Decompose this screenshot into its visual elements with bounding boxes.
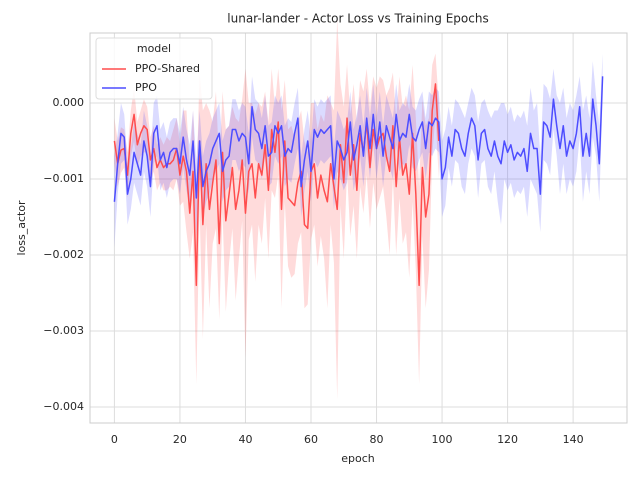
y-axis-label: loss_actor xyxy=(15,200,28,256)
x-tick-label: 80 xyxy=(370,433,384,446)
lines xyxy=(113,76,604,287)
legend-label: PPO xyxy=(135,81,157,94)
x-tick-label: 0 xyxy=(111,433,118,446)
y-tick-label: −0.003 xyxy=(43,324,84,337)
y-tick-label: −0.001 xyxy=(43,172,84,185)
x-tick-label: 20 xyxy=(173,433,187,446)
legend-label: PPO-Shared xyxy=(135,62,200,75)
x-axis-label: epoch xyxy=(341,452,375,465)
legend-box xyxy=(95,37,213,100)
grid xyxy=(90,33,627,423)
chart-title: lunar-lander - Actor Loss vs Training Ep… xyxy=(227,12,488,26)
x-tick-label: 120 xyxy=(497,433,518,446)
x-tick-label: 60 xyxy=(304,433,318,446)
y-tick-label: −0.004 xyxy=(43,400,84,413)
y-tick-label: 0.000 xyxy=(53,96,85,109)
x-tick-label: 100 xyxy=(432,433,453,446)
plot-frame xyxy=(89,32,628,424)
x-tick-label: 140 xyxy=(563,433,584,446)
series-line xyxy=(113,76,604,202)
legend: model PPO-Shared PPO xyxy=(95,37,213,100)
confidence-band xyxy=(114,19,439,400)
y-tick-label: −0.002 xyxy=(43,248,84,261)
x-tick-label: 40 xyxy=(238,433,252,446)
legend-title: model xyxy=(137,42,171,55)
